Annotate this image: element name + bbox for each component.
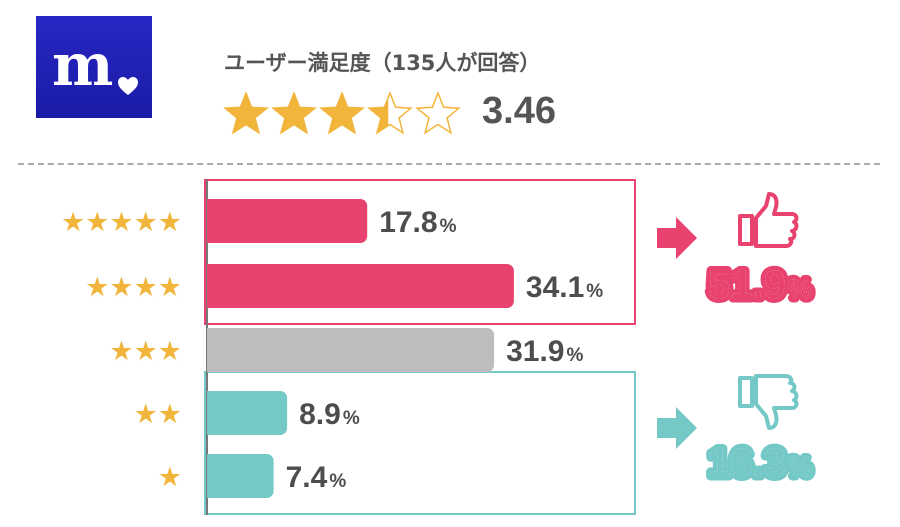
thumbs-up-icon [738,192,799,248]
rating-stars [223,91,461,135]
value-label: 17.8% [379,206,456,239]
average-score: 3.46 [482,90,556,132]
arrow-right-icon [657,217,697,259]
heart-icon [118,77,138,95]
thumbs-down-icon [738,374,799,430]
negative-total-fill: 16.3% [708,441,812,485]
bar-base [207,199,215,243]
bar-base [207,328,215,372]
outline-star-icon [415,91,461,135]
value-label: 8.9% [299,398,360,431]
bar [207,454,274,498]
filled-star-icon [273,93,315,133]
bar [207,199,368,243]
row-star-label: ★★★★★ [61,207,182,238]
outline-star-icon [367,91,413,135]
app-logo: m [36,16,152,118]
dashed-divider [18,163,880,165]
value-label: 34.1% [526,271,603,304]
positive-total-fill: 51.9% [708,263,812,307]
bar [207,391,288,435]
value-label: 7.4% [286,461,347,494]
filled-star-icon [225,93,267,133]
arrow-right-icon [657,407,697,449]
row-star-label: ★★★★ [85,272,182,303]
row-star-label: ★★★ [109,336,182,367]
filled-star-icon [321,93,363,133]
logo-letter: m [52,31,114,99]
filled-star-icon [369,97,389,133]
bar-base [207,264,215,308]
bar-base [207,454,215,498]
bar-base [207,391,215,435]
satisfaction-title: ユーザー満足度（135人が回答） [224,51,541,75]
row-star-label: ★★ [134,399,182,430]
rating-distribution-chart: ★★★★★ 17.8 % ★★★★ 34.1 % ★★★ 31.9 % ★★ 8.9 % ★ 7.4 % 51… [61,179,816,515]
bar [207,264,514,308]
positive-group-frame [204,179,636,325]
value-label: 31.9% [506,335,583,368]
row-star-label: ★ [158,462,182,493]
bar [207,328,495,372]
